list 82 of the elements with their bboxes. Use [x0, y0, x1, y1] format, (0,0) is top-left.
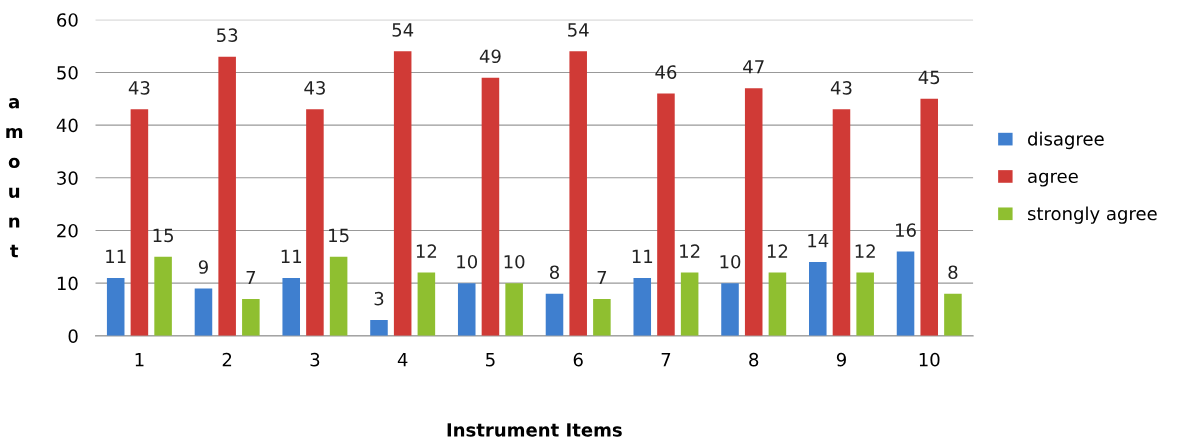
- data-label: 45: [918, 70, 940, 85]
- bar: [944, 293, 962, 336]
- data-label: 46: [655, 65, 677, 79]
- y-axis-title: amount: [6, 98, 23, 258]
- data-label: 10: [457, 254, 478, 269]
- bar: [809, 262, 827, 336]
- bar: [744, 88, 763, 336]
- x-tick-label: 9: [836, 352, 846, 367]
- data-label: 10: [504, 254, 525, 269]
- data-label: 9: [198, 260, 208, 274]
- y-tick-label: 50: [57, 65, 78, 80]
- y-tick-label: 60: [57, 13, 78, 27]
- x-tick-label: 5: [486, 353, 495, 367]
- data-label: 11: [106, 249, 126, 264]
- data-label: 49: [479, 49, 501, 64]
- bar: [417, 272, 436, 336]
- data-label: 12: [680, 244, 700, 258]
- bar: [569, 51, 587, 336]
- data-label: 12: [416, 244, 437, 258]
- bar: [633, 277, 652, 336]
- data-label: 12: [855, 244, 875, 258]
- bar: [242, 298, 260, 336]
- data-label: 11: [281, 249, 302, 264]
- bar: [680, 272, 699, 336]
- data-label: 8: [549, 265, 560, 280]
- bar: [218, 56, 236, 336]
- data-label: 43: [304, 81, 325, 95]
- bar: [721, 283, 739, 336]
- data-label: 47: [743, 60, 764, 74]
- bar: [154, 256, 172, 336]
- data-label: 43: [128, 81, 150, 95]
- y-tick-label: 10: [57, 276, 78, 291]
- x-tick-label: 2: [222, 352, 232, 367]
- bar: [481, 77, 500, 336]
- data-label: 10: [720, 254, 741, 269]
- y-tick-label: 40: [56, 118, 78, 133]
- data-label: 14: [808, 234, 829, 248]
- data-label: 16: [896, 223, 916, 237]
- bar: [896, 251, 915, 336]
- bar: [130, 109, 149, 336]
- data-label: 7: [597, 270, 607, 285]
- bar: [393, 51, 412, 336]
- legend-label: disagree: [1028, 131, 1104, 150]
- bar: [306, 109, 324, 336]
- x-axis-title: Instrument Items: [447, 423, 622, 437]
- data-label: 54: [568, 23, 589, 37]
- y-tick-label: 20: [57, 223, 78, 238]
- bar: [505, 283, 523, 336]
- bar: [920, 98, 939, 336]
- data-label: 11: [632, 249, 653, 264]
- data-label: 8: [948, 265, 958, 280]
- data-label: 53: [217, 28, 238, 43]
- y-tick-label: 0: [68, 329, 78, 343]
- data-label: 12: [767, 244, 788, 258]
- x-tick-label: 6: [573, 352, 583, 367]
- bar: [106, 277, 125, 336]
- bar: [657, 93, 675, 336]
- bar: [768, 272, 787, 336]
- x-tick-label: 10: [919, 352, 940, 367]
- data-label: 15: [329, 228, 349, 243]
- bar: [593, 298, 611, 336]
- bar: [329, 256, 348, 336]
- x-tick-label: 3: [310, 352, 320, 367]
- data-label: 43: [830, 81, 852, 95]
- bar: [457, 283, 476, 336]
- data-label: 7: [246, 270, 256, 285]
- bar: [194, 288, 213, 336]
- x-tick-label: 8: [749, 352, 759, 367]
- legend-label: strongly agree: [1028, 206, 1157, 224]
- legend-label: agree: [1028, 172, 1078, 187]
- y-tick-label: 30: [57, 171, 78, 185]
- x-tick-label: 1: [135, 353, 144, 367]
- x-tick-label: 4: [397, 353, 408, 367]
- data-label: 15: [153, 228, 173, 243]
- data-label: 54: [392, 23, 414, 37]
- data-label: 3: [374, 291, 384, 306]
- bar: [832, 109, 851, 336]
- bar: [282, 277, 300, 336]
- bar: [856, 272, 874, 336]
- bar: [545, 293, 564, 336]
- bar: [370, 320, 388, 336]
- x-tick-label: 7: [661, 353, 671, 367]
